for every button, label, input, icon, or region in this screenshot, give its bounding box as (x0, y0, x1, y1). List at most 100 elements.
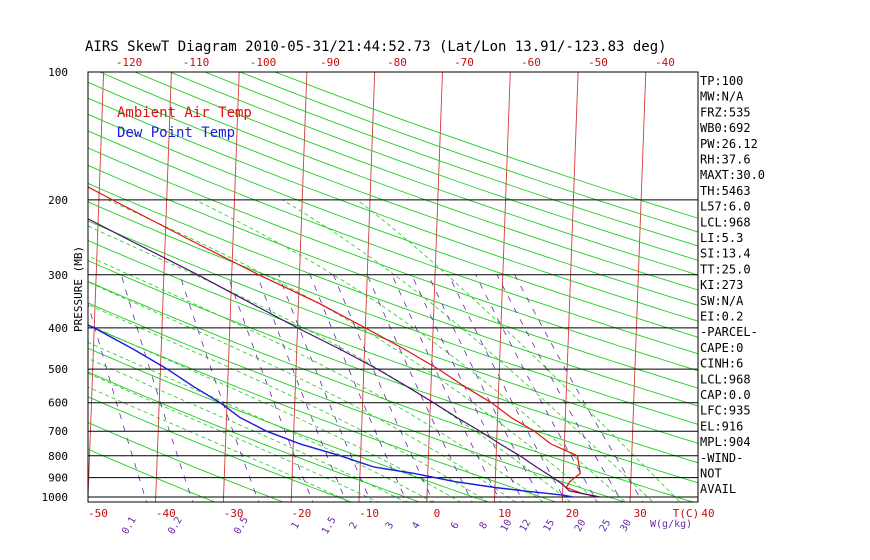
stability-index-label: LCL:968 (700, 215, 751, 229)
bottom-temp-tick-label: -20 (291, 507, 311, 520)
mixing-ratio-label: 1 (290, 520, 303, 531)
isotherm-line (88, 72, 105, 502)
top-temp-tick-label: -90 (320, 56, 340, 69)
dry-adiabat-line (88, 396, 353, 502)
stability-index-label: LFC:935 (700, 404, 751, 418)
moist-adiabat-line (88, 372, 379, 502)
isotherm-line (358, 72, 376, 502)
mixing-ratio-label: 25 (598, 518, 614, 534)
bottom-temp-tick-label: 30 (634, 507, 647, 520)
mixing-ratio-label: 0.1 (120, 515, 139, 536)
moist-adiabat-line (88, 386, 351, 502)
mixing-ratio-label: 12 (518, 518, 534, 534)
mixing-ratio-line (179, 274, 260, 502)
stability-index-label: CAPE:0 (700, 341, 743, 355)
moist-adiabat-line (88, 341, 434, 502)
stability-index-label: EI:0.2 (700, 310, 743, 324)
stability-index-label: CAP:0.0 (700, 388, 751, 402)
mixing-ratio-label: 10 (499, 518, 515, 534)
pressure-tick-label: 300 (48, 269, 68, 282)
isotherm-line (629, 72, 647, 502)
dry-adiabat-line (88, 371, 421, 502)
stability-index-label: MW:N/A (700, 90, 744, 104)
dry-adiabat-line (88, 280, 695, 502)
dry-adiabat-line (88, 97, 698, 322)
dry-adiabat-line (88, 302, 626, 502)
moist-adiabat-line (88, 324, 462, 502)
dry-adiabat-line (88, 422, 285, 502)
parcel-line (88, 218, 600, 498)
dry-adiabat-line (134, 72, 698, 276)
legend-ambient-air-temp: Ambient Air Temp (117, 105, 252, 121)
legend: Ambient Air Temp Dew Point Temp (117, 105, 252, 141)
top-temp-tick-label: -60 (521, 56, 541, 69)
moist-adiabat-line (194, 199, 626, 502)
dry-adiabat-line (88, 324, 558, 502)
pressure-tick-label: 100 (48, 66, 68, 79)
moist-adiabat-line (88, 304, 489, 502)
dry-adiabat-line (88, 220, 698, 444)
mixing-ratio-line (475, 274, 598, 502)
mixing-ratio-label: 2 (348, 520, 361, 531)
mixing-ratio-line (496, 274, 623, 502)
stability-index-label: AVAIL (700, 482, 736, 496)
y-axis-label: PRESSURE (MB) (72, 246, 85, 332)
top-temp-tick-label: -50 (588, 56, 608, 69)
stability-index-label: TT:25.0 (700, 262, 751, 276)
stability-index-label: TH:5463 (700, 184, 751, 198)
dry-adiabat-line (88, 347, 490, 502)
mixing-ratio-line (391, 274, 502, 502)
isotherm-line (20, 72, 36, 506)
isotherm-line (833, 72, 849, 506)
dry-adiabat-line (99, 72, 698, 291)
stability-index-label: -PARCEL- (700, 325, 758, 339)
moist-adiabat-line (88, 281, 517, 502)
dry-adiabat-line (88, 239, 698, 464)
stability-index-label: WB0:692 (700, 121, 751, 135)
grid-lines (20, 72, 849, 506)
pressure-tick-label: 500 (48, 363, 68, 376)
moist-adiabat-line (357, 199, 681, 502)
stability-index-label: FRZ:535 (700, 105, 751, 119)
stability-index-label: LCL:968 (700, 372, 751, 386)
top-temp-tick-label: -40 (655, 56, 675, 69)
isotherm-line (155, 72, 172, 502)
pressure-tick-label: 700 (48, 425, 68, 438)
stability-index-label: RH:37.6 (700, 153, 751, 167)
plot-frame (87, 71, 699, 503)
stability-index-label: SW:N/A (700, 294, 744, 308)
stability-index-label: TP:100 (700, 74, 743, 88)
moist-adiabat-line (282, 199, 654, 502)
stability-index-label: EL:916 (700, 419, 743, 433)
mixing-ratio-label: 8 (478, 520, 491, 531)
isotherm-line (765, 72, 781, 506)
mixing-ratio-label: 20 (573, 518, 589, 534)
pressure-tick-label: 200 (48, 194, 68, 207)
dry-adiabat-line (88, 201, 698, 425)
dry-adiabat-line (88, 182, 698, 407)
moist-adiabat-line (88, 225, 572, 502)
series-lines (88, 186, 600, 498)
dry-adiabat-line (88, 147, 698, 372)
top-temp-tick-label: -100 (250, 56, 277, 69)
stability-index-label: MAXT:30.0 (700, 168, 765, 182)
mixing-ratio-line (278, 274, 372, 502)
moist-adiabat-line (88, 358, 406, 502)
mixing-ratio-label: 4 (410, 520, 423, 531)
moist-adiabat-line (88, 255, 544, 502)
dry-adiabat-line (274, 72, 698, 219)
dry-adiabat-line (88, 81, 698, 306)
mixing-ratio-label: 1.5 (320, 515, 339, 536)
top-temp-tick-label: -70 (454, 56, 474, 69)
mixing-ratio-label: 3 (384, 520, 397, 531)
mixing-ratio-line (411, 274, 524, 502)
stability-index-label: KI:273 (700, 278, 743, 292)
bottom-temp-tick-label: 40 (701, 507, 714, 520)
top-temp-tick-label: -120 (116, 56, 143, 69)
stability-index-label: NOT (700, 467, 722, 481)
bottom-temp-tick-label: -10 (359, 507, 379, 520)
bottom-temp-tick-label: -50 (88, 507, 108, 520)
chart-title: AIRS SkewT Diagram 2010-05-31/21:44:52.7… (85, 39, 667, 55)
